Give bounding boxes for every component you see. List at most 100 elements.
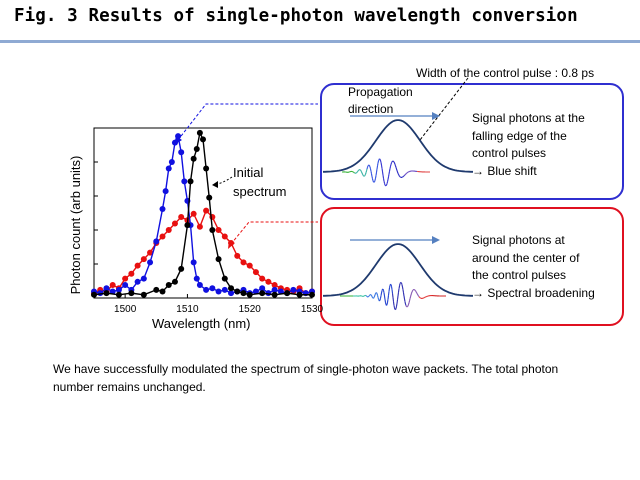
blue-shift-wave-seg (356, 171, 358, 173)
data-point-blue (140, 275, 147, 282)
blue-shift-wave-seg (382, 175, 385, 179)
red-connector (230, 221, 318, 245)
data-point-black (115, 291, 122, 298)
broadening-wave-seg (404, 303, 407, 306)
data-point-black (159, 288, 166, 295)
data-point-black (184, 222, 191, 229)
data-point-blue (147, 259, 154, 266)
data-point-blue (190, 259, 197, 266)
blue-shift-wave-seg (385, 184, 387, 187)
broadening-wave-seg (383, 295, 386, 300)
broadening-wave-seg (379, 299, 381, 302)
blue-shift-wave-seg (404, 173, 406, 176)
blue-shift-wave-seg (389, 166, 392, 169)
broadening-wave-seg (408, 300, 411, 303)
title-divider (0, 40, 640, 43)
blue-shift-wave-seg (406, 172, 408, 174)
data-point-black (221, 275, 228, 282)
blue-shift-wave-seg (364, 174, 367, 176)
blue-shift-wave-seg (403, 175, 405, 177)
data-point-blue (103, 285, 110, 292)
broadening-wave-seg (370, 294, 372, 296)
broadening-wave-seg (403, 295, 406, 300)
blue-shift-wave-seg (361, 173, 364, 176)
broadening-wave-seg (398, 283, 401, 287)
blue-shift-wave-seg (367, 164, 369, 167)
data-point-black (246, 291, 253, 298)
broadening-wave-seg (401, 286, 404, 290)
data-point-black (206, 194, 213, 201)
data-point-blue (159, 205, 166, 212)
broadening-wave-seg (409, 294, 412, 297)
blue-shift-wave-seg (389, 164, 392, 167)
broadening-wave-seg (383, 292, 386, 297)
blue-connector-head (174, 136, 182, 145)
data-point-red (240, 259, 247, 266)
broadening-wave-seg (382, 290, 385, 293)
broadening-wave-seg (395, 303, 398, 307)
broadening-wave-seg (397, 288, 400, 293)
blue-shift-wave-seg (386, 179, 389, 182)
blue-connector (177, 103, 318, 141)
broadening-wave-seg (393, 307, 396, 310)
caption: We have successfully modulated the spect… (53, 362, 559, 394)
data-point-black (103, 290, 110, 297)
data-point-black (209, 227, 216, 233)
data-point-red (252, 269, 259, 276)
broadening-wave-seg (376, 293, 379, 296)
broadening-wave-seg (416, 293, 418, 295)
series-line-blue (93, 133, 313, 294)
data-point-red (134, 262, 141, 269)
data-point-red (109, 282, 116, 289)
blue-shift-wave-seg (375, 169, 378, 173)
broadening-wave-seg (368, 295, 370, 297)
broadening-wave-seg (396, 295, 399, 300)
data-point-red (178, 214, 185, 221)
data-point-red (171, 220, 178, 227)
broadening-wave-seg (373, 297, 375, 299)
blue-shift-wave-seg (361, 172, 364, 175)
data-point-red (221, 233, 228, 240)
data-point-blue (134, 278, 141, 285)
data-point-red (140, 256, 147, 263)
broadening-wave-seg (405, 305, 407, 307)
blue-shift-wave-seg (394, 164, 397, 166)
data-point-red (147, 249, 154, 256)
broadening-wave-seg (388, 287, 391, 292)
broadening-wave-seg (411, 290, 414, 293)
data-point-red (159, 233, 166, 240)
data-point-black (284, 290, 291, 297)
blue-shift-wave-seg (372, 180, 375, 183)
data-point-black (128, 290, 135, 297)
blue-shift-wave-seg (382, 178, 385, 182)
connector-lines (174, 77, 469, 249)
blue-shift-wave-seg (365, 170, 368, 173)
broadening-wave-seg (410, 291, 413, 294)
broadening-wave-seg (397, 292, 400, 297)
data-point-black (271, 291, 278, 298)
broadening-wave-seg (416, 292, 418, 294)
data-point-black (178, 265, 185, 272)
broadening-wave-seg (391, 289, 394, 294)
broadening-wave-seg (375, 292, 377, 294)
broadening-wave-seg (403, 298, 406, 302)
series-line-black (93, 130, 312, 296)
broadening-wave-seg (373, 296, 376, 298)
broadening-wave-seg (379, 295, 382, 299)
broadening-wave-seg (407, 305, 409, 307)
propagation-direction-label: Propagation direction (348, 85, 413, 116)
control-pulse-curve (323, 243, 473, 297)
data-point-blue (122, 282, 129, 289)
blue-shift-wave-seg (383, 183, 386, 186)
y-axis-label: Photon count (arb units) (68, 155, 83, 295)
data-point-red (122, 275, 129, 282)
blue-shift-wave-seg (371, 178, 374, 181)
blue-shift-wave-seg (395, 167, 398, 170)
blue-shift-wave-seg (390, 162, 393, 165)
data-point-black (309, 291, 315, 298)
blue-shift-wave-seg (394, 165, 397, 168)
blue-shift-wave-seg (378, 158, 380, 160)
broadening-wave-seg (384, 302, 387, 305)
blue-shift-wave-seg (383, 180, 386, 184)
